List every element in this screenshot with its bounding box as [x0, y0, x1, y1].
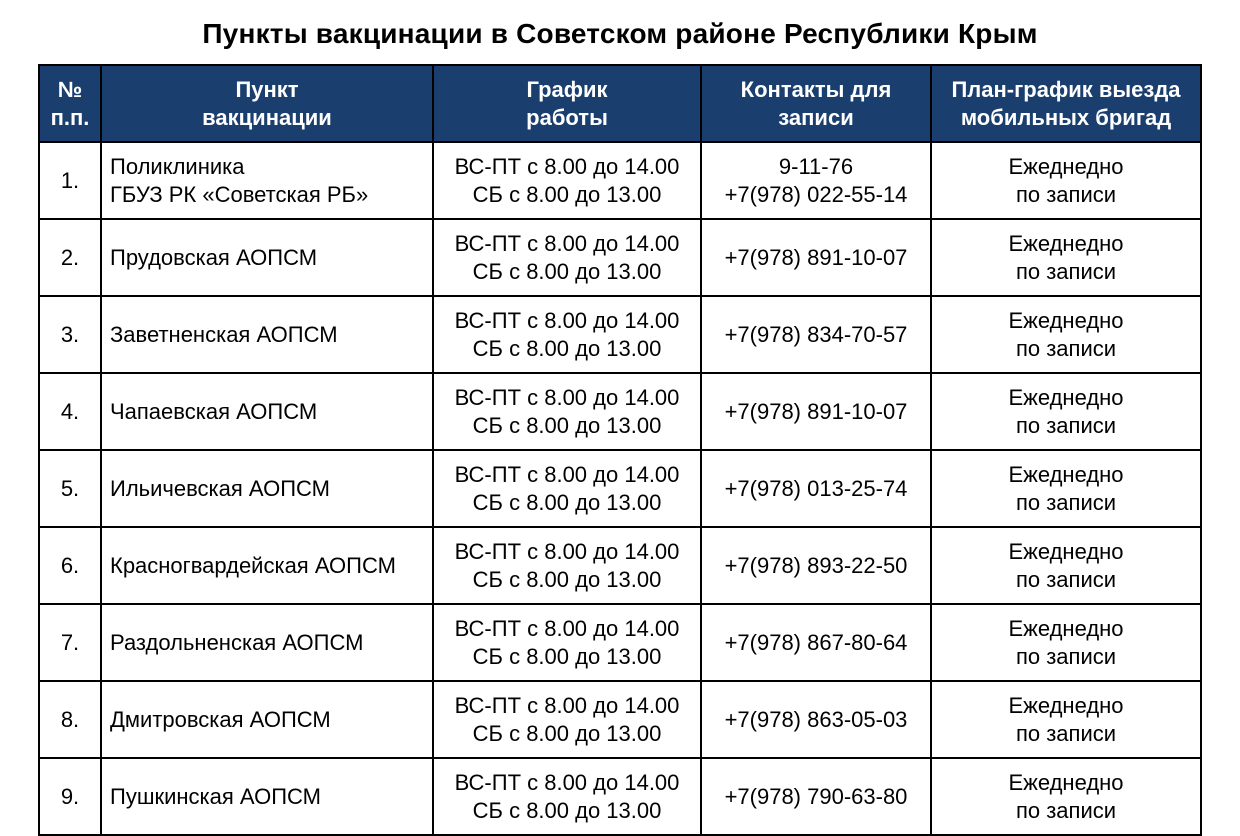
table-row: 5. Ильичевская АОПСМ ВС-ПТ с 8.00 до 14.… [39, 450, 1201, 527]
cell-schedule: ВС-ПТ с 8.00 до 14.00 СБ с 8.00 до 13.00 [433, 373, 701, 450]
cell-schedule: ВС-ПТ с 8.00 до 14.00 СБ с 8.00 до 13.00 [433, 142, 701, 219]
cell-plan: Ежеднедно по записи [931, 373, 1201, 450]
cell-schedule: ВС-ПТ с 8.00 до 14.00 СБ с 8.00 до 13.00 [433, 604, 701, 681]
cell-plan: Ежеднедно по записи [931, 527, 1201, 604]
table-head: № п.п. Пункт вакцинации График работы Ко… [39, 65, 1201, 142]
table-row: 8. Дмитровская АОПСМ ВС-ПТ с 8.00 до 14.… [39, 681, 1201, 758]
cell-plan: Ежеднедно по записи [931, 681, 1201, 758]
cell-point: Раздольненская АОПСМ [101, 604, 433, 681]
col-header-contacts: Контакты для записи [701, 65, 931, 142]
cell-schedule: ВС-ПТ с 8.00 до 14.00 СБ с 8.00 до 13.00 [433, 527, 701, 604]
cell-plan: Ежеднедно по записи [931, 142, 1201, 219]
cell-schedule: ВС-ПТ с 8.00 до 14.00 СБ с 8.00 до 13.00 [433, 758, 701, 835]
cell-plan: Ежеднедно по записи [931, 450, 1201, 527]
cell-num: 3. [39, 296, 101, 373]
cell-plan: Ежеднедно по записи [931, 758, 1201, 835]
cell-contacts: +7(978) 891-10-07 [701, 219, 931, 296]
cell-point: Ильичевская АОПСМ [101, 450, 433, 527]
cell-schedule: ВС-ПТ с 8.00 до 14.00 СБ с 8.00 до 13.00 [433, 219, 701, 296]
table-row: 6. Красногвардейская АОПСМ ВС-ПТ с 8.00 … [39, 527, 1201, 604]
cell-contacts: +7(978) 834-70-57 [701, 296, 931, 373]
cell-contacts: +7(978) 790-63-80 [701, 758, 931, 835]
col-header-schedule: График работы [433, 65, 701, 142]
cell-contacts: +7(978) 867-80-64 [701, 604, 931, 681]
table-body: 1. Поликлиника ГБУЗ РК «Советская РБ» ВС… [39, 142, 1201, 835]
cell-point: Дмитровская АОПСМ [101, 681, 433, 758]
cell-contacts: +7(978) 013-25-74 [701, 450, 931, 527]
cell-point: Заветненская АОПСМ [101, 296, 433, 373]
cell-contacts: 9-11-76 +7(978) 022-55-14 [701, 142, 931, 219]
cell-schedule: ВС-ПТ с 8.00 до 14.00 СБ с 8.00 до 13.00 [433, 450, 701, 527]
table-row: 4. Чапаевская АОПСМ ВС-ПТ с 8.00 до 14.0… [39, 373, 1201, 450]
cell-num: 7. [39, 604, 101, 681]
vaccination-table: № п.п. Пункт вакцинации График работы Ко… [38, 64, 1202, 836]
cell-num: 8. [39, 681, 101, 758]
table-row: 2. Прудовская АОПСМ ВС-ПТ с 8.00 до 14.0… [39, 219, 1201, 296]
cell-plan: Ежеднедно по записи [931, 219, 1201, 296]
cell-point: Прудовская АОПСМ [101, 219, 433, 296]
cell-contacts: +7(978) 893-22-50 [701, 527, 931, 604]
cell-num: 2. [39, 219, 101, 296]
col-header-plan: План-график выезда мобильных бригад [931, 65, 1201, 142]
col-header-point: Пункт вакцинации [101, 65, 433, 142]
cell-plan: Ежеднедно по записи [931, 296, 1201, 373]
cell-plan: Ежеднедно по записи [931, 604, 1201, 681]
table-row: 1. Поликлиника ГБУЗ РК «Советская РБ» ВС… [39, 142, 1201, 219]
cell-contacts: +7(978) 891-10-07 [701, 373, 931, 450]
page: Пункты вакцинации в Советском районе Рес… [0, 0, 1240, 836]
cell-num: 9. [39, 758, 101, 835]
cell-point: Красногвардейская АОПСМ [101, 527, 433, 604]
cell-num: 6. [39, 527, 101, 604]
table-row: 3. Заветненская АОПСМ ВС-ПТ с 8.00 до 14… [39, 296, 1201, 373]
table-row: 9. Пушкинская АОПСМ ВС-ПТ с 8.00 до 14.0… [39, 758, 1201, 835]
page-title: Пункты вакцинации в Советском районе Рес… [38, 18, 1202, 50]
table-row: 7. Раздольненская АОПСМ ВС-ПТ с 8.00 до … [39, 604, 1201, 681]
cell-point: Поликлиника ГБУЗ РК «Советская РБ» [101, 142, 433, 219]
cell-point: Чапаевская АОПСМ [101, 373, 433, 450]
cell-schedule: ВС-ПТ с 8.00 до 14.00 СБ с 8.00 до 13.00 [433, 681, 701, 758]
col-header-num: № п.п. [39, 65, 101, 142]
cell-num: 1. [39, 142, 101, 219]
cell-num: 4. [39, 373, 101, 450]
table-header-row: № п.п. Пункт вакцинации График работы Ко… [39, 65, 1201, 142]
cell-contacts: +7(978) 863-05-03 [701, 681, 931, 758]
cell-schedule: ВС-ПТ с 8.00 до 14.00 СБ с 8.00 до 13.00 [433, 296, 701, 373]
cell-point: Пушкинская АОПСМ [101, 758, 433, 835]
cell-num: 5. [39, 450, 101, 527]
